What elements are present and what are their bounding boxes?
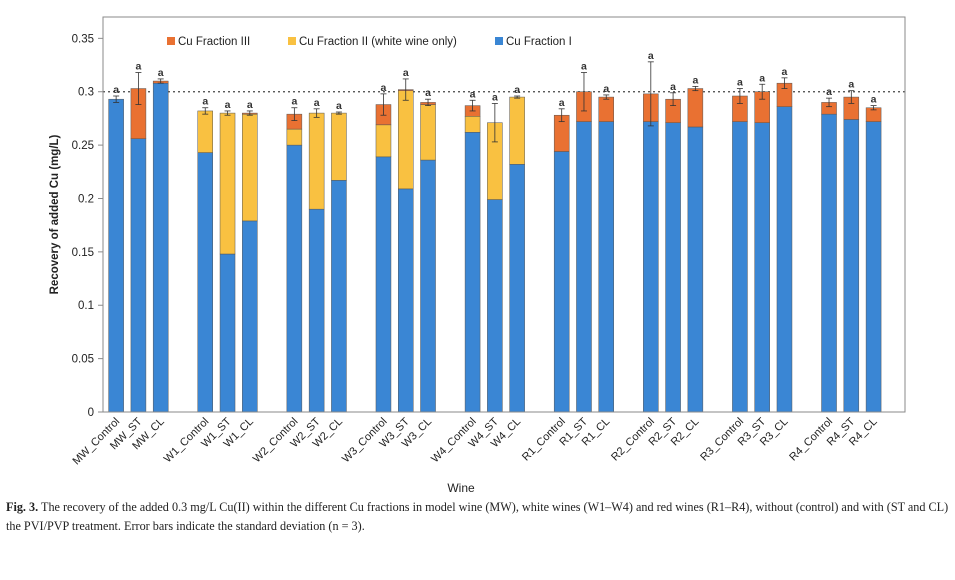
plot-frame — [102, 16, 906, 413]
bar-cu-fraction-i — [643, 121, 659, 413]
data-label: a — [158, 67, 164, 79]
data-label: a — [314, 97, 320, 109]
bar-cu-fraction-i — [375, 156, 392, 413]
bar-cu-fraction-i — [509, 164, 525, 413]
caption-label: Fig. 3. — [6, 500, 39, 514]
bar-cu-fraction-i — [487, 199, 503, 413]
data-label: a — [737, 77, 743, 89]
y-tick-label: 0.3 — [78, 87, 94, 99]
data-label: a — [113, 84, 119, 96]
data-label: a — [514, 84, 520, 96]
y-axis-label: Recovery of added Cu (mg/L) — [49, 134, 61, 294]
bar-cu-fraction-i — [130, 138, 147, 413]
y-tick-label: 0.2 — [78, 193, 94, 205]
bar-cu-fraction-i — [331, 180, 347, 413]
bar-cu-fraction-i — [308, 208, 325, 413]
data-label: a — [202, 96, 208, 108]
bar-cu-fraction-ii — [420, 104, 436, 161]
data-label: a — [782, 66, 788, 78]
bar-cu-fraction-i — [197, 152, 213, 413]
figure-caption: Fig. 3. The recovery of the added 0.3 mg… — [6, 498, 950, 536]
bar-cu-fraction-ii — [242, 113, 258, 222]
bar-cu-fraction-iii — [687, 88, 704, 128]
legend-swatch — [495, 37, 503, 45]
x-axis-label: Wine — [447, 481, 475, 495]
y-tick-label: 0.15 — [72, 247, 94, 259]
y-tick-label: 0.35 — [72, 33, 94, 45]
caption-text: The recovery of the added 0.3 mg/L Cu(II… — [6, 500, 949, 533]
data-label: a — [225, 99, 231, 111]
data-label: a — [648, 50, 654, 62]
data-label: a — [247, 99, 253, 111]
bar-cu-fraction-ii — [464, 116, 481, 133]
bar-cu-fraction-ii — [509, 96, 525, 165]
legend-item: Cu Fraction II (white wine only) — [299, 36, 457, 48]
bar-cu-fraction-i — [843, 119, 860, 413]
bar-cu-fraction-i — [152, 82, 169, 413]
bar-cu-fraction-ii — [331, 112, 347, 181]
data-label: a — [848, 79, 854, 91]
data-label: a — [135, 61, 141, 73]
bar-cu-fraction-i — [219, 253, 236, 413]
data-label: a — [336, 100, 342, 112]
bar-cu-fraction-i — [398, 188, 414, 413]
data-label: a — [871, 94, 877, 106]
y-tick-label: 0.05 — [72, 354, 94, 366]
bar-cu-fraction-i — [420, 159, 436, 413]
bar-cu-fraction-i — [553, 151, 570, 413]
data-label: a — [692, 74, 698, 86]
legend-swatch — [288, 37, 296, 45]
bar-cu-fraction-ii — [219, 112, 236, 255]
data-label: a — [559, 97, 565, 109]
data-label: a — [381, 82, 387, 94]
bar-cu-fraction-i — [776, 106, 793, 413]
bar-chart: 0 0.05 0.1 0.15 0.2 0.25 0.3 0.35 Recovery of ad… — [49, 16, 906, 495]
bar-cu-fraction-i — [754, 122, 770, 413]
legend-item: Cu Fraction III — [178, 36, 250, 48]
data-label: a — [759, 72, 765, 84]
bar-cu-fraction-i — [865, 121, 882, 413]
bar-cu-fraction-i — [242, 220, 258, 413]
bar-cu-fraction-i — [598, 121, 614, 413]
bar-cu-fraction-ii — [308, 112, 325, 210]
data-label: a — [425, 87, 431, 99]
y-tick-label: 0 — [88, 407, 94, 419]
data-label: a — [403, 67, 409, 79]
bar-cu-fraction-i — [687, 126, 704, 413]
data-label: a — [581, 61, 587, 73]
bar-cu-fraction-i — [576, 121, 592, 413]
data-label: a — [470, 88, 476, 100]
y-tick-label: 0.1 — [78, 300, 94, 312]
legend-swatch — [167, 37, 175, 45]
bar-cu-fraction-ii — [197, 110, 213, 153]
bar-cu-fraction-i — [464, 132, 481, 413]
data-label: a — [492, 91, 498, 103]
bar-cu-fraction-i — [108, 98, 124, 413]
bar-cu-fraction-iii — [598, 96, 614, 122]
bar-cu-fraction-i — [821, 113, 837, 413]
bar-cu-fraction-i — [286, 144, 303, 413]
bar-cu-fraction-ii — [286, 128, 303, 146]
y-tick-label: 0.25 — [72, 140, 94, 152]
legend-item: Cu Fraction I — [506, 36, 572, 48]
data-label: a — [603, 83, 609, 95]
data-label: a — [291, 96, 297, 108]
bar-cu-fraction-i — [665, 122, 681, 413]
bar-cu-fraction-ii — [398, 90, 414, 190]
bar-cu-fraction-i — [732, 121, 748, 413]
data-label: a — [670, 81, 676, 93]
bar-cu-fraction-ii — [375, 124, 392, 158]
data-label: a — [826, 86, 832, 98]
